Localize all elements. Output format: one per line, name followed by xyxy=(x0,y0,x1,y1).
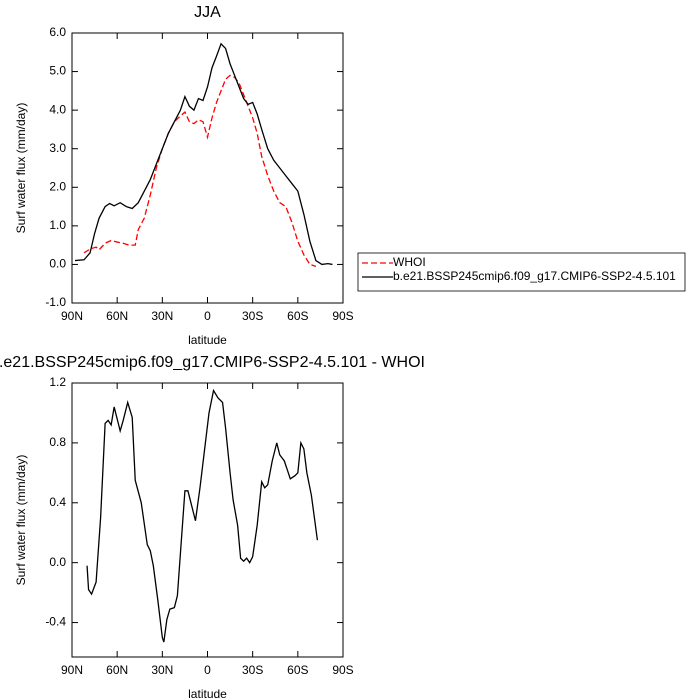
y-tick-label: 5.0 xyxy=(49,64,66,78)
x-tick-label: 0 xyxy=(204,663,211,677)
x-tick-label: 30S xyxy=(242,663,263,677)
x-tick-label: 30N xyxy=(151,309,173,323)
chart-title: JJA xyxy=(194,4,221,21)
x-tick-label: 60N xyxy=(106,663,128,677)
data-line xyxy=(86,388,319,643)
chart-title: b.e21.BSSP245cmip6.f09_g17.CMIP6-SSP2-4.… xyxy=(0,354,425,371)
y-tick-label: 0.8 xyxy=(49,435,66,449)
y-tick-label: 3.0 xyxy=(49,141,66,155)
x-tick-label: 30S xyxy=(242,309,263,323)
x-tick-label: 90N xyxy=(61,309,83,323)
x-tick-label: 60S xyxy=(287,663,308,677)
y-tick-label: 0.4 xyxy=(49,495,66,509)
y-tick-label: 1.2 xyxy=(49,375,66,389)
x-tick-label: 60N xyxy=(106,309,128,323)
plot-frame xyxy=(71,382,344,658)
y-tick-label: 1.0 xyxy=(49,218,66,232)
x-tick-label: 0 xyxy=(204,309,211,323)
y-tick-label: -1.0 xyxy=(45,295,66,309)
y-tick-label: -0.4 xyxy=(45,615,66,629)
y-tick-label: 2.0 xyxy=(49,179,66,193)
legend-label: WHOI xyxy=(393,255,426,269)
x-tick-label: 60S xyxy=(287,309,308,323)
x-tick-label: 90S xyxy=(332,663,353,677)
y-axis-label: Surf water flux (mm/day) xyxy=(14,455,28,586)
data-line xyxy=(74,42,333,266)
x-axis-label: latitude xyxy=(188,687,227,700)
x-tick-label: 90N xyxy=(61,663,83,677)
legend-label: b.e21.BSSP245cmip6.f09_g17.CMIP6-SSP2-4.… xyxy=(393,269,676,283)
x-axis-label: latitude xyxy=(188,333,227,347)
data-line xyxy=(83,74,317,267)
y-axis-label: Surf water flux (mm/day) xyxy=(14,103,28,234)
y-tick-label: 0.0 xyxy=(49,555,66,569)
legend-box xyxy=(357,252,686,292)
plot-frame xyxy=(71,32,344,304)
y-tick-label: 0.0 xyxy=(49,257,66,271)
y-tick-label: 6.0 xyxy=(49,25,66,39)
x-tick-label: 90S xyxy=(332,309,353,323)
y-tick-label: 4.0 xyxy=(49,102,66,116)
x-tick-label: 30N xyxy=(151,663,173,677)
